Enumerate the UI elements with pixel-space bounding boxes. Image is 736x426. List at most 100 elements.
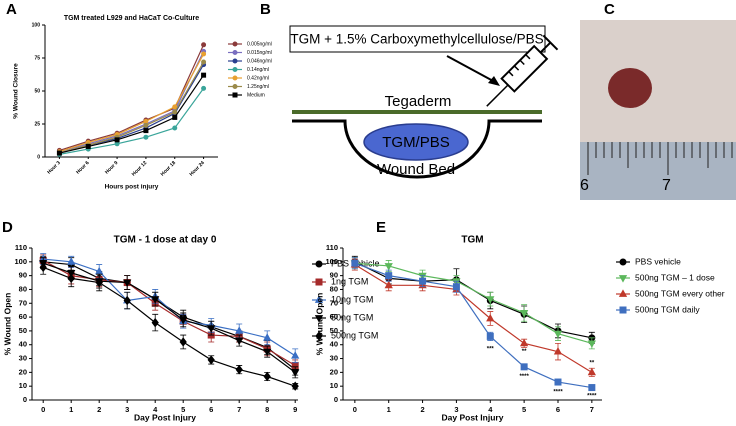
series-line [59,88,205,155]
chart-title: TGM treated L929 and HaCaT Co-Culture [64,15,199,22]
marker [201,42,207,48]
marker [291,381,299,391]
y-tick-label: 60 [330,312,338,321]
marker [419,277,427,285]
y-tick-label: 30 [330,354,338,363]
y-tick-label: 0 [334,395,338,404]
marker [201,85,207,91]
panel-label: C [604,1,615,18]
annotation: **** [587,393,597,399]
arrow [446,55,496,83]
marker [291,369,300,378]
x-tick-label: 5 [522,405,526,414]
marker [553,330,563,339]
y-tick-label: 40 [19,340,27,349]
marker [207,355,215,365]
x-tick-label: 3 [454,405,458,414]
annotation: **** [553,389,563,395]
y-tick-label: 100 [32,22,41,28]
x-tick-label: 4 [488,405,493,414]
y-tick-label: 110 [326,243,338,252]
x-axis-label: Day Post Injury [442,412,504,422]
y-tick-label: 10 [330,381,338,390]
marker [67,257,76,265]
legend-label: Medium [247,92,265,98]
y-tick-label: 100 [325,257,338,266]
marker [172,125,178,131]
tegaderm-film [292,110,542,114]
x-tick-label: 1 [69,405,73,414]
marker [207,325,216,333]
marker [263,371,271,382]
x-tick-label: 8 [265,405,269,414]
panel-label: E [376,219,386,236]
y-tick-label: 70 [19,298,27,307]
marker [315,331,323,341]
marker [486,332,494,340]
y-tick-label: 70 [330,298,338,307]
gel [363,123,469,161]
legend-label: 500ng TGM [331,330,378,340]
film-label: Tegaderm [385,93,452,110]
marker [232,67,238,72]
marker [587,367,596,376]
series-line [59,51,205,153]
legend-label: 0.42ng/ml [247,75,269,81]
marker [114,137,120,143]
annotation: ** [522,349,527,355]
marker [486,296,495,304]
legend-label: 0.046ng/ml [247,58,272,64]
legend-label: 500ng TGM – 1 dose [635,272,715,282]
bed-label: Wound Bed [377,161,455,178]
marker [172,114,178,120]
marker [587,340,596,348]
marker [314,315,324,323]
series-line [59,44,205,151]
y-axis-label: % Wound Open [314,293,324,356]
marker [232,58,238,64]
label-box [289,25,546,53]
series-line [59,74,205,154]
marker [143,118,149,124]
marker [291,351,300,359]
marker [553,346,563,355]
panel-label: B [260,1,271,18]
marker [151,296,160,304]
panel-label: A [6,1,17,18]
marker [263,348,272,357]
x-tick-label: Hour 12 [131,160,149,178]
marker [123,295,131,306]
x-tick-label: Hour 9 [104,160,120,176]
marker [520,363,528,371]
marker [263,333,272,341]
ruler [580,142,736,200]
series-line [43,262,296,373]
x-tick-label: 5 [181,405,185,414]
annotation: **** [519,374,529,380]
x-tick-label: Hour 18 [160,160,178,178]
ruler-label: 6 [580,177,589,194]
marker [143,134,149,140]
marker [314,295,324,303]
y-tick-label: 20 [19,367,27,376]
x-tick-label: 6 [209,405,213,414]
label-text: TGM + 1.5% Carboxymethylcellulose/PBS [290,32,543,47]
legend-label: 500ng TGM every other [635,288,725,298]
syringe [486,34,559,107]
y-tick-label: 75 [34,55,40,61]
diagram: TGM + 1.5% Carboxymethylcellulose/PBS Te… [289,25,559,179]
legend-label: 10ng TGM [331,294,373,304]
marker [151,317,159,328]
legend-label: 0.14ng/ml [247,67,269,73]
y-tick-label: 50 [34,88,40,94]
legend-label: 1.25ng/ml [247,84,269,90]
y-tick-label: 50 [330,326,338,335]
series-line [59,53,205,153]
y-tick-label: 60 [19,312,27,321]
marker [618,275,628,283]
marker [619,306,627,314]
x-tick-label: 2 [420,405,424,414]
y-tick-label: 10 [19,381,27,390]
series-line [354,264,593,373]
